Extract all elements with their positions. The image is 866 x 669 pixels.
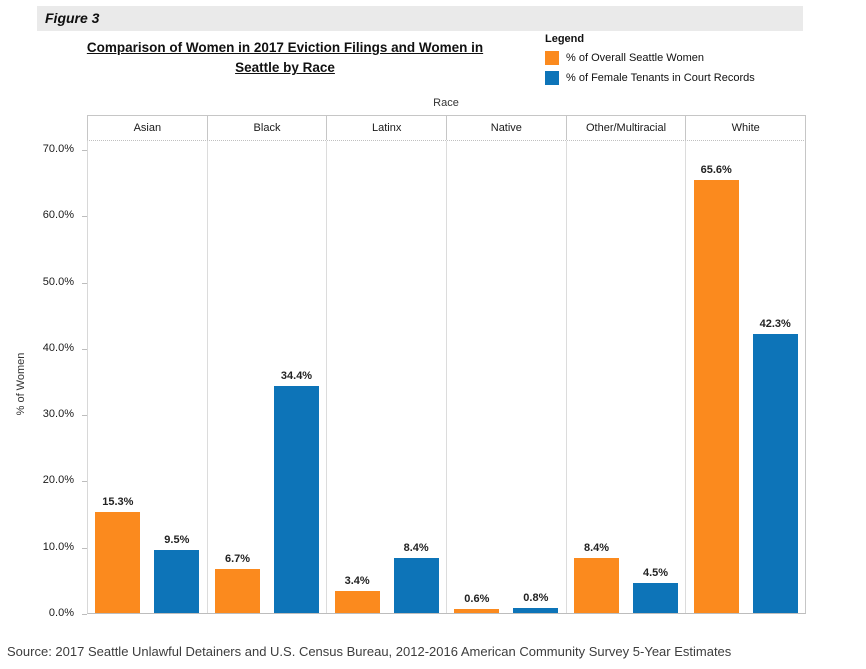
- bar-value-tenants-white: 42.3%: [759, 317, 791, 330]
- bar-value-tenants-other-multiracial: 4.5%: [642, 567, 669, 580]
- y-tick-mark-60: [82, 216, 87, 218]
- y-tick-label-10: 10.0%: [42, 540, 74, 553]
- plot-column-white: 65.6% 42.3%: [686, 141, 805, 613]
- legend-item-tenants: % of Female Tenants in Court Records: [545, 71, 755, 85]
- bar-value-overall-asian: 15.3%: [102, 496, 134, 508]
- category-header-other-multiracial: Other/Multiracial: [567, 116, 687, 140]
- y-tick-label-60: 60.0%: [42, 209, 74, 222]
- y-tick-mark-70: [82, 149, 87, 151]
- legend-title: Legend: [545, 33, 585, 45]
- bar-value-tenants-black: 34.4%: [280, 369, 313, 382]
- plot-column-other-multiracial: 8.4% 4.5%: [567, 141, 687, 613]
- bar-value-overall-latinx: 3.4%: [344, 574, 370, 587]
- y-tick-label-70: 70.0%: [42, 142, 74, 155]
- legend-label-overall: % of Overall Seattle Women: [566, 52, 704, 64]
- plot-column-asian: 15.3% 9.5%: [88, 141, 208, 613]
- bar-value-tenants-native: 0.8%: [523, 591, 549, 604]
- chart-title-line-2: Seattle by Race: [235, 60, 335, 76]
- y-tick-mark-40: [82, 348, 87, 350]
- y-tick-label-40: 40.0%: [42, 341, 74, 354]
- bar-value-tenants-latinx: 8.4%: [403, 541, 429, 554]
- y-axis-title: % of Women: [15, 352, 27, 416]
- source-note: Source: 2017 Seattle Unlawful Detainers …: [7, 644, 732, 659]
- legend-swatch-overall: [545, 51, 559, 65]
- x-axis-title: Race: [433, 97, 459, 109]
- category-header-row: Asian Black Latinx Native Other/Multiracial W…: [87, 115, 806, 140]
- bar-tenants-other-multiracial: 4.5%: [633, 567, 679, 613]
- y-tick-mark-30: [82, 415, 87, 417]
- figure-label: Figure 3: [37, 6, 803, 31]
- bar-tenants-black: 34.4%: [274, 370, 319, 613]
- category-header-asian: Asian: [88, 116, 208, 140]
- bar-overall-other-multiracial: 8.4%: [574, 542, 620, 613]
- bar-value-tenants-asian: 9.5%: [164, 534, 190, 547]
- category-header-native: Native: [447, 116, 567, 140]
- bar-tenants-native: 0.8%: [513, 592, 559, 613]
- legend-item-overall: % of Overall Seattle Women: [545, 51, 755, 65]
- y-tick-label-30: 30.0%: [42, 408, 74, 421]
- y-tick-mark-20: [82, 481, 87, 483]
- plot-area: 15.3% 9.5% 6.7% 34.4% 3.4% 8.4% 0.6% 0.8% 8.4% 4.…: [87, 140, 806, 614]
- category-header-white: White: [731, 122, 760, 134]
- legend: Legend % of Overall Seattle Women % of Fe…: [545, 33, 755, 85]
- legend-items: % of Overall Seattle Women % of Female Te…: [545, 51, 755, 85]
- bar-tenants-white: 42.3%: [752, 318, 798, 613]
- bar-tenants-asian: 9.5%: [154, 534, 200, 613]
- bar-tenants-latinx: 8.4%: [393, 542, 439, 613]
- y-tick-label-0: 0.0%: [48, 607, 74, 619]
- plot-column-latinx: 3.4% 8.4%: [327, 141, 448, 613]
- y-tick-mark-50: [82, 282, 87, 284]
- y-tick-mark-10: [82, 547, 87, 549]
- y-tick-label-20: 20.0%: [42, 474, 74, 487]
- chart-title: Comparison of Women in 2017 Eviction Fil…: [35, 38, 535, 79]
- plot-column-native: 0.6% 0.8%: [447, 141, 567, 613]
- y-axis: 0.0% 10.0% 20.0% 30.0% 40.0% 50.0% 60.0% 70.0%: [0, 140, 87, 619]
- y-tick-label-50: 50.0%: [42, 275, 74, 288]
- plot-column-black: 6.7% 34.4%: [208, 141, 328, 613]
- category-header-black: Black: [208, 116, 328, 140]
- bar-value-overall-other-multiracial: 8.4%: [583, 541, 610, 554]
- bar-overall-latinx: 3.4%: [334, 575, 380, 613]
- legend-label-tenants: % of Female Tenants in Court Records: [566, 72, 755, 84]
- bar-value-overall-white: 65.6%: [700, 163, 732, 176]
- category-header-latinx: Latinx: [327, 116, 448, 140]
- legend-swatch-tenants: [545, 71, 559, 85]
- bar-value-overall-native: 0.6%: [464, 593, 490, 606]
- bar-overall-black: 6.7%: [215, 553, 260, 613]
- bar-overall-native: 0.6%: [454, 593, 500, 613]
- y-tick-mark-0: [82, 614, 87, 615]
- bar-overall-asian: 15.3%: [95, 496, 141, 613]
- bar-overall-white: 65.6%: [693, 164, 739, 613]
- bar-value-overall-black: 6.7%: [224, 552, 251, 565]
- chart-title-line-1: Comparison of Women in 2017 Eviction Fil…: [86, 40, 484, 55]
